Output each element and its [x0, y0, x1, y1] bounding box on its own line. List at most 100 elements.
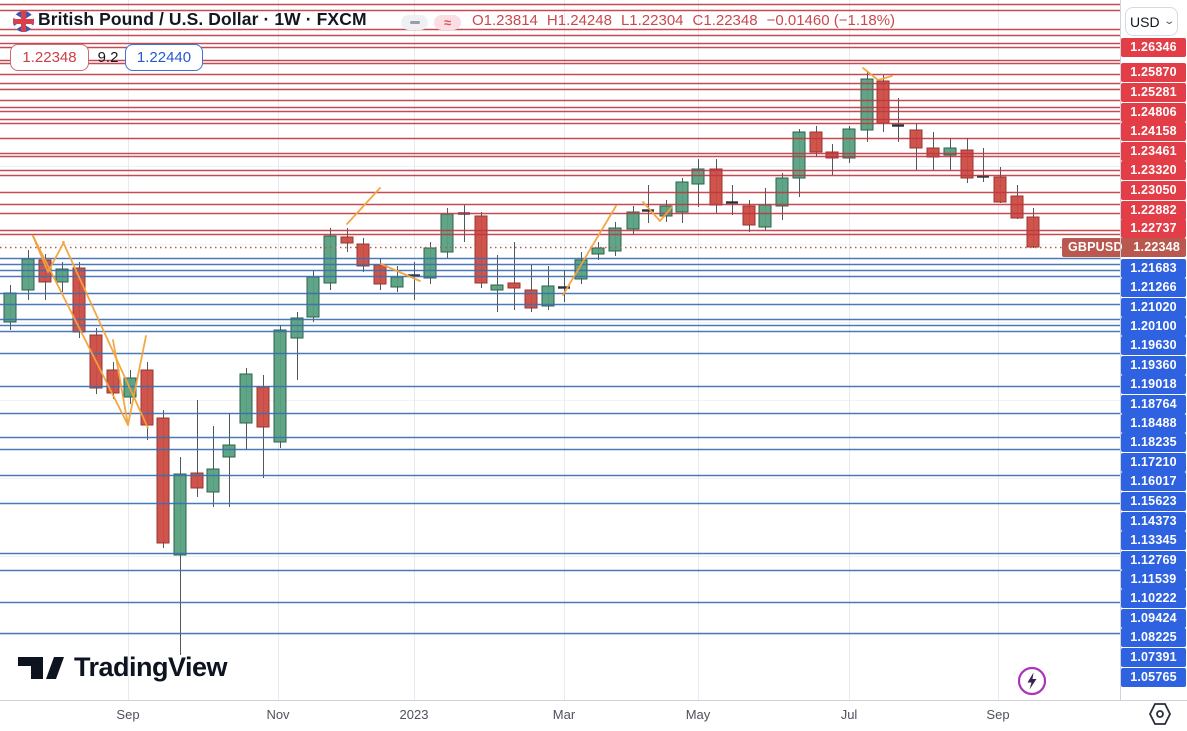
resistance-price-label: 1.26346: [1121, 37, 1186, 57]
resistance-price-label: 1.24806: [1121, 102, 1186, 122]
support-price-label: 1.21266: [1121, 277, 1186, 297]
collapse-legend-button[interactable]: [401, 15, 428, 30]
time-axis-label: 2023: [399, 707, 429, 722]
support-price-label: 1.21020: [1121, 297, 1186, 317]
candle-down: [709, 168, 723, 206]
candle-up: [222, 444, 236, 458]
annotation-zigzag: [380, 263, 421, 282]
support-price-label: 1.17210: [1121, 452, 1186, 472]
resistance-price-label: 1.22737: [1121, 218, 1186, 238]
support-price-label: 1.18235: [1121, 432, 1186, 452]
annotation-zigzag: [112, 335, 147, 426]
annotation-zigzag: [32, 235, 129, 426]
annotation-zigzag: [346, 187, 381, 225]
support-price-label: 1.11539: [1121, 569, 1186, 589]
time-axis[interactable]: Sep Nov 2023 Mar May Jul Sep: [0, 700, 1187, 731]
resistance-price-label: 1.25870: [1121, 62, 1186, 82]
candle-up: [758, 204, 772, 228]
uk-flag-icon: [13, 11, 34, 32]
candle-up: [792, 131, 806, 179]
price-axis-border: [1120, 0, 1121, 700]
ohlc-low: L1.22304: [620, 12, 684, 29]
candle-up: [306, 276, 320, 318]
time-axis-label: Sep: [986, 707, 1010, 722]
resistance-price-label: 1.23461: [1121, 141, 1186, 161]
support-price-label: 1.14373: [1121, 511, 1186, 531]
currency-label: USD: [1130, 13, 1160, 30]
candle-up: [55, 268, 69, 283]
candle-up: [206, 468, 220, 493]
range-value-label: 9.2: [97, 49, 119, 66]
tradingview-logo-icon: [18, 656, 64, 679]
candle-down: [926, 147, 940, 158]
candle-up: [943, 147, 957, 156]
candle-up: [591, 247, 605, 255]
support-price-label: 1.19630: [1121, 335, 1186, 355]
price-scale-settings-icon[interactable]: [1146, 701, 1174, 727]
time-axis-label: Jul: [840, 707, 858, 722]
candle-up: [440, 213, 454, 253]
ohlc-readout: O1.23814 H1.24248 L1.22304 C1.22348 −0.01460…: [472, 12, 904, 29]
candle-down: [1026, 216, 1040, 248]
candle-up: [21, 258, 35, 291]
candle-up: [290, 317, 304, 339]
symbol-legend: British Pound / U.S. Dollar · 1W · FXCM …: [0, 0, 1120, 42]
candle-down: [876, 80, 890, 124]
support-price-label: 1.18488: [1121, 413, 1186, 433]
candle-down: [474, 215, 488, 284]
time-axis-label: Mar: [552, 707, 576, 722]
candle-up: [423, 247, 437, 279]
resistance-price-label: 1.25281: [1121, 82, 1186, 102]
support-price-label: 1.21683: [1121, 258, 1186, 278]
candle-down: [340, 236, 354, 244]
support-price-label: 1.05765: [1121, 667, 1186, 687]
resistance-price-label: 1.22882: [1121, 200, 1186, 220]
currency-dropdown[interactable]: USD ⌄: [1125, 7, 1178, 36]
approx-price-badge[interactable]: ≈: [434, 15, 461, 30]
last-price-label: GBPUSD 1.22348: [1062, 237, 1186, 257]
support-price-label: 1.20100: [1121, 316, 1186, 336]
candle-down: [356, 243, 370, 267]
tradingview-logo[interactable]: TradingView: [18, 652, 228, 683]
symbol-title[interactable]: British Pound / U.S. Dollar · 1W · FXCM: [38, 9, 367, 29]
last-price-symbol: GBPUSD: [1068, 240, 1123, 254]
candle-down: [507, 282, 521, 289]
support-price-label: 1.19360: [1121, 355, 1186, 375]
candle-down: [373, 264, 387, 285]
support-price-label: 1.08225: [1121, 627, 1186, 647]
annotation-zigzag: [642, 201, 673, 222]
support-price-label: 1.15623: [1121, 491, 1186, 511]
candle-up: [390, 276, 404, 288]
support-price-label: 1.12769: [1121, 550, 1186, 570]
candle-down: [524, 289, 538, 309]
sell-price-tag[interactable]: 1.22348: [10, 44, 89, 71]
candle-up: [239, 373, 253, 424]
resistance-price-label: 1.23050: [1121, 180, 1186, 200]
support-price-label: 1.19018: [1121, 374, 1186, 394]
candle-up: [3, 292, 17, 323]
candle-up: [541, 285, 555, 307]
time-axis-label: May: [685, 707, 711, 722]
candle-down: [256, 386, 270, 428]
resistance-price-label: 1.23320: [1121, 160, 1186, 180]
buy-price-tag[interactable]: 1.22440: [125, 44, 203, 71]
minus-icon: [409, 21, 420, 24]
candle-up: [659, 205, 673, 217]
support-price-label: 1.18764: [1121, 394, 1186, 414]
ohlc-high: H1.24248: [546, 12, 612, 29]
candle-up: [490, 284, 504, 291]
candle-down: [190, 472, 204, 489]
candle-up: [626, 211, 640, 230]
support-price-label: 1.09424: [1121, 608, 1186, 628]
resistance-price-label: 1.24158: [1121, 121, 1186, 141]
candle-down: [106, 369, 120, 394]
candle-up: [173, 473, 187, 556]
time-axis-label: Sep: [116, 707, 140, 722]
annotation-zigzag: [862, 67, 893, 81]
flash-boost-icon[interactable]: [1017, 666, 1047, 696]
candle-down: [809, 131, 823, 153]
candle-down: [993, 176, 1007, 203]
